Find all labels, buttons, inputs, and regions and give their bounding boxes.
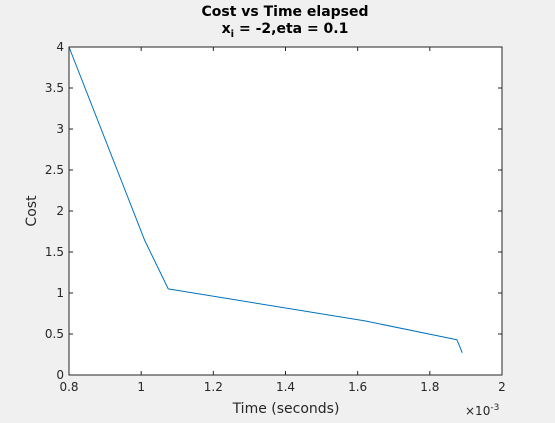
x-multiplier-base: ×10 [465,404,490,418]
x-tick-label: 1.6 [348,380,367,394]
series-layer [68,46,463,354]
x-tick-label: 2 [498,380,506,394]
y-tick-label: 3 [56,122,64,136]
subtitle-prefix: x [222,21,231,37]
x-tick-label: 1.4 [276,380,295,394]
x-tick-label: 0.8 [59,380,78,394]
y-axis-label: Cost [24,195,40,227]
y-tick-label: 1.5 [45,245,64,259]
y-tick-label: 1 [56,286,64,300]
y-tick-label: 0 [56,368,64,382]
x-tick-label: 1.8 [420,380,439,394]
y-tick-label: 0.5 [45,327,64,341]
subtitle-rest: = -2,eta = 0.1 [234,21,348,37]
y-tick-label: 2.5 [45,163,64,177]
x-multiplier-exponent: -3 [490,403,499,413]
y-tick-label: 2 [56,204,64,218]
y-tick-label: 3.5 [45,81,64,95]
x-tick-label: 1 [137,380,145,394]
chart-subtitle: xi = -2,eta = 0.1 [222,21,349,40]
chart-title: Cost vs Time elapsed [201,4,368,20]
axes-layer: 0.8 1 1.2 1.4 1.6 1.8 2 0 0.5 1 1.5 2 2.5 3 3.5 4 [45,40,506,394]
plot-area [69,47,502,375]
y-tick-label: 4 [56,40,64,54]
x-axis-label: Time (seconds) [232,401,340,417]
subtitle-subscript: i [231,29,234,40]
series-line [68,46,463,354]
x-tick-label: 1.2 [204,380,223,394]
x-axis-multiplier: ×10-3 [465,403,499,418]
